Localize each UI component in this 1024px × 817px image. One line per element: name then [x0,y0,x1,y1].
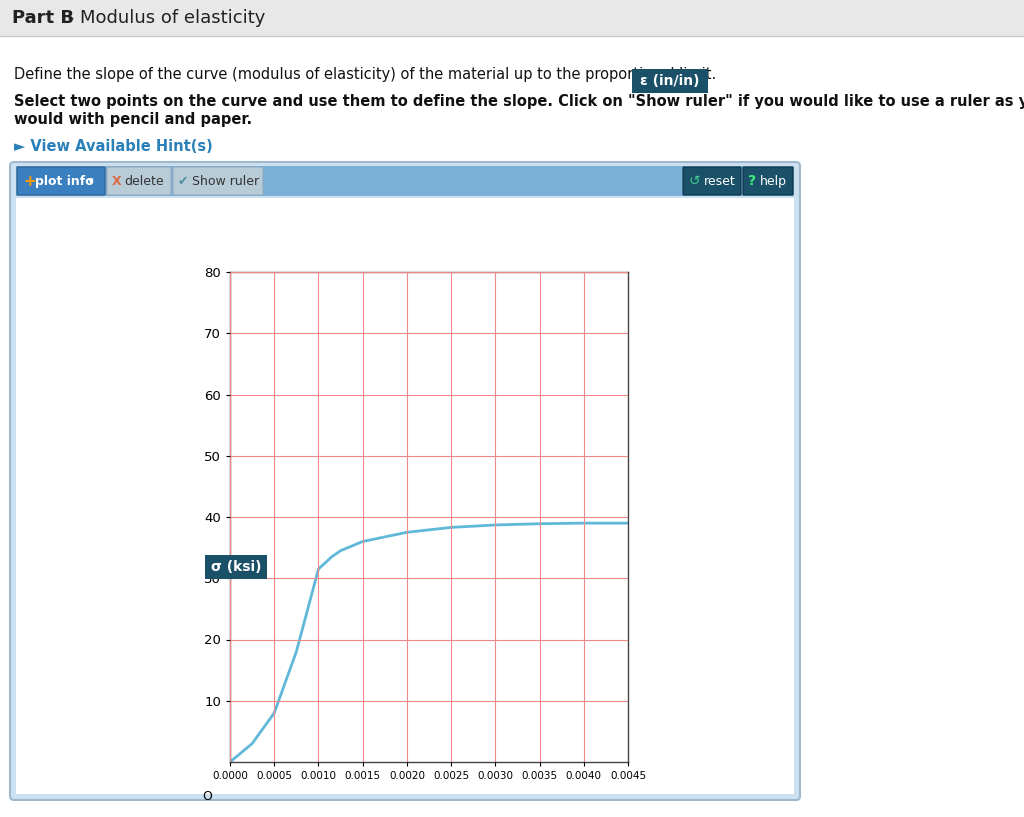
Bar [16,166,794,196]
Text: ε (in/in): ε (in/in) [640,74,699,88]
Text: Select two points on the curve and use them to define the slope. Click on "Show : Select two points on the curve and use t… [14,93,1024,109]
Bar [0,0,1024,36]
Text: +: + [23,173,36,189]
Text: X: X [112,175,122,187]
Text: ↺: ↺ [689,174,700,188]
Text: ▾: ▾ [88,176,93,186]
Text: σ (ksi): σ (ksi) [211,560,261,574]
Text: reset: reset [705,175,736,187]
FancyBboxPatch shape [683,167,741,195]
FancyBboxPatch shape [10,162,800,800]
Text: Show ruler: Show ruler [193,175,259,187]
Text: plot info: plot info [35,175,94,187]
Text: Part B: Part B [12,9,74,27]
Text: O: O [203,789,212,802]
FancyBboxPatch shape [743,167,793,195]
FancyBboxPatch shape [106,167,171,195]
FancyBboxPatch shape [173,167,263,195]
Text: ?: ? [748,174,756,188]
Text: would with pencil and paper.: would with pencil and paper. [14,111,252,127]
Text: - Modulus of elasticity: - Modulus of elasticity [62,9,265,27]
Text: ✔: ✔ [178,175,188,187]
Text: delete: delete [124,175,164,187]
Bar [16,198,794,794]
Text: ► View Available Hint(s): ► View Available Hint(s) [14,139,213,154]
FancyBboxPatch shape [17,167,105,195]
Text: Define the slope of the curve (modulus of elasticity) of the material up to the : Define the slope of the curve (modulus o… [14,66,716,82]
Text: help: help [760,175,787,187]
